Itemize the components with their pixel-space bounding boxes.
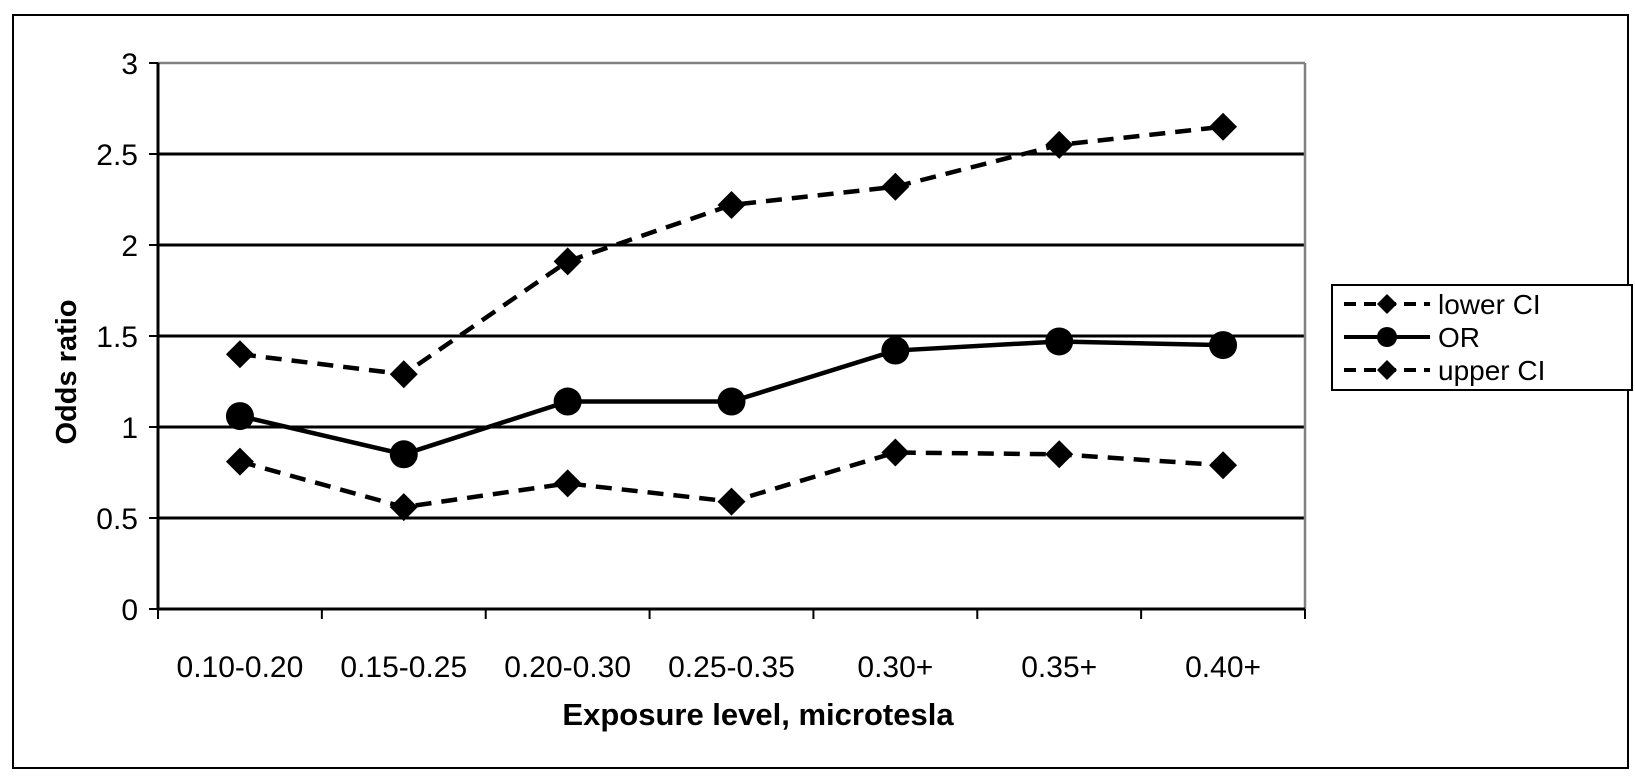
legend-entry: lower CI: [1344, 289, 1541, 320]
y-tick-label: 3: [121, 48, 138, 81]
data-point: [225, 447, 254, 476]
data-point: [1209, 331, 1238, 360]
data-point: [225, 402, 254, 431]
legend-label: OR: [1438, 322, 1480, 353]
y-axis-label: Odds ratio: [51, 299, 83, 444]
x-tick-label: 0.25-0.35: [668, 651, 795, 684]
y-tick-label: 0: [121, 594, 138, 627]
series-lower-ci: [225, 438, 1238, 522]
series-or: [225, 327, 1238, 469]
x-tick-label: 0.20-0.30: [504, 651, 631, 684]
axes: [149, 61, 1307, 619]
data-point: [1045, 130, 1074, 159]
data-point: [881, 172, 910, 201]
x-axis-label: Exposure level, microtesla: [562, 697, 954, 732]
series-upper-ci: [225, 112, 1238, 389]
data-point: [881, 438, 910, 467]
data-point: [553, 387, 582, 416]
legend-label: upper CI: [1438, 355, 1545, 386]
data-point: [389, 440, 418, 469]
x-tick-label: 0.10-0.20: [177, 651, 304, 684]
gridlines: [158, 152, 1305, 520]
x-tick-label: 0.30+: [857, 651, 933, 684]
chart-frame: [12, 14, 1629, 769]
data-point: [717, 190, 746, 219]
data-point: [1209, 451, 1238, 480]
data-point: [225, 340, 254, 369]
data-point: [717, 387, 746, 416]
data-point: [553, 247, 582, 276]
data-point: [717, 487, 746, 516]
data-point: [389, 493, 418, 522]
legend-label: lower CI: [1438, 289, 1541, 320]
series-group: [225, 112, 1238, 522]
y-tick-label: 0.5: [96, 503, 138, 536]
x-tick-label: 0.15-0.25: [340, 651, 467, 684]
y-tick-label: 2: [121, 230, 138, 263]
legend-marker: [1377, 294, 1397, 314]
y-tick-label: 1.5: [96, 321, 138, 354]
data-point: [553, 469, 582, 498]
legend-entry: upper CI: [1344, 355, 1545, 386]
data-point: [1045, 327, 1074, 356]
legend-entry: OR: [1344, 322, 1480, 353]
tick-labels: 0 0.5 1 1.5 2 2.5 3 0.10-0.20 0.15-0.25 0.20-0.30…: [96, 48, 1261, 684]
x-tick-label: 0.40+: [1185, 651, 1261, 684]
y-tick-label: 1: [121, 412, 138, 445]
data-point: [389, 360, 418, 389]
data-point: [1045, 440, 1074, 469]
data-point: [881, 336, 910, 365]
legend-marker: [1377, 360, 1397, 380]
y-tick-label: 2.5: [96, 139, 138, 172]
legend-marker: [1377, 327, 1397, 347]
x-tick-label: 0.35+: [1021, 651, 1097, 684]
data-point: [1209, 112, 1238, 141]
